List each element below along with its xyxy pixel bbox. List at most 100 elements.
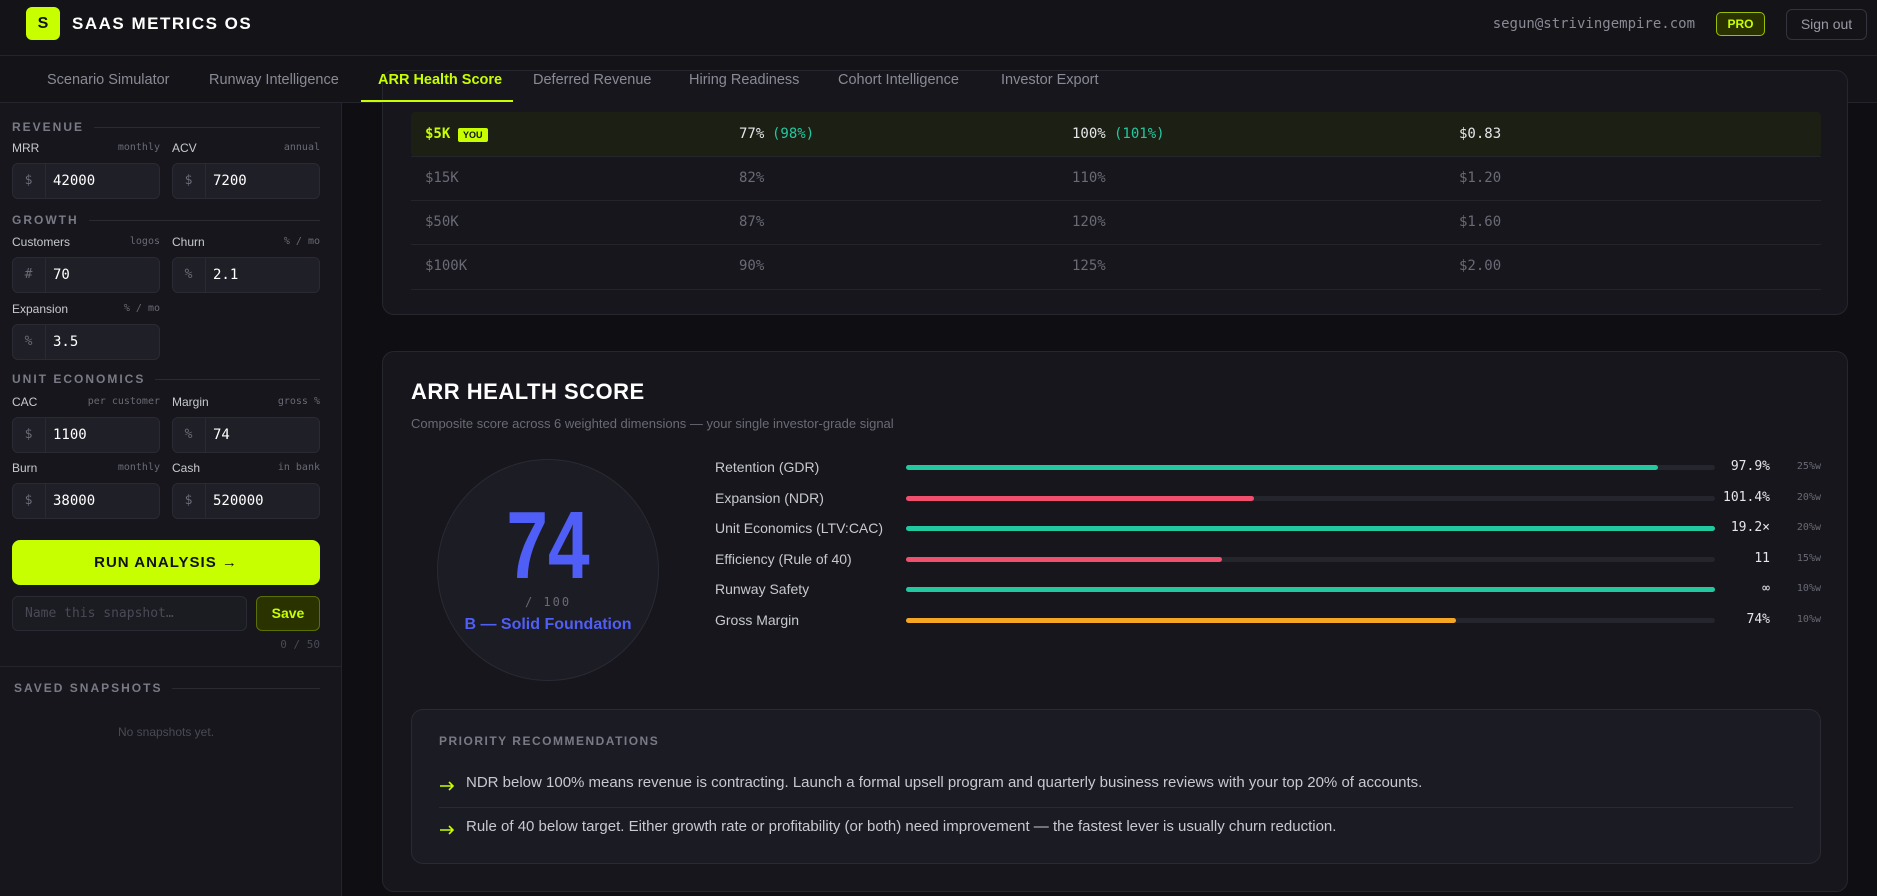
field-prefix: $	[172, 483, 206, 519]
nav-tab[interactable]: Scenario Simulator	[47, 72, 170, 88]
dimension-weight: 20%w	[1796, 522, 1821, 533]
ndr-you: (101%)	[1114, 126, 1165, 142]
dimension-bar	[906, 556, 1222, 562]
arrow	[440, 825, 455, 835]
dimension-value: 74%	[1746, 611, 1770, 627]
user-email: segun@strivingempire.com	[1492, 16, 1695, 32]
dimension-value: 11	[1754, 550, 1770, 566]
recommendation-text: Rule of 40 below target. Either growth r…	[466, 818, 1337, 835]
field-input[interactable]	[172, 257, 320, 293]
field-prefix: #	[12, 257, 46, 293]
dimension-weight: 25%w	[1796, 461, 1821, 472]
dimension-value: 97.9%	[1730, 459, 1770, 474]
dimension-weight: 15%w	[1796, 552, 1821, 564]
field-input[interactable]	[12, 417, 160, 453]
gdr-cell: 87%	[739, 214, 765, 230]
field-unit: monthly	[117, 142, 160, 153]
tier-cell: $50K	[425, 214, 459, 230]
sign-out-button[interactable]: Sign out	[1786, 9, 1867, 40]
dimension-name: Expansion (NDR)	[715, 489, 824, 506]
rec-divider	[439, 807, 1793, 808]
section-rule	[89, 220, 320, 221]
score-grade: B — Solid Foundation	[464, 616, 632, 633]
field-input[interactable]	[172, 417, 320, 453]
field-input[interactable]	[12, 257, 160, 293]
section-title: UNIT ECONOMICS	[12, 372, 146, 386]
section-title: GROWTH	[12, 213, 79, 227]
highlight-row	[411, 112, 1821, 157]
recommendations-box	[411, 709, 1821, 864]
active-tab-underline	[361, 100, 513, 102]
field-input[interactable]	[172, 483, 320, 519]
field-input[interactable]	[172, 163, 320, 199]
field-value: 7200	[213, 173, 247, 189]
dimension-value: 19.2×	[1730, 520, 1770, 535]
recommendation-text: NDR below 100% means revenue is contract…	[466, 774, 1423, 791]
dimension-bar	[906, 617, 1457, 623]
tier-cell: $100K	[425, 258, 468, 274]
nav-tab[interactable]: Cohort Intelligence	[838, 72, 959, 88]
field-label: Expansion	[12, 302, 69, 316]
dimension-name: Gross Margin	[715, 611, 800, 628]
nav-tab[interactable]: Hiring Readiness	[689, 72, 800, 88]
field-label: MRR	[12, 141, 40, 155]
field-unit: % / mo	[283, 236, 320, 247]
snapshot-input[interactable]: Name this snapshot…	[12, 596, 247, 631]
field-input[interactable]	[12, 324, 160, 360]
field-unit: monthly	[117, 462, 160, 473]
dimension-name: Unit Economics (LTV:CAC)	[715, 520, 884, 536]
saved-title: SAVED SNAPSHOTS	[14, 681, 163, 695]
field-unit: in bank	[277, 462, 320, 473]
bar-track	[906, 495, 1715, 501]
empty-state: No snapshots yet.	[117, 725, 215, 739]
section-rule	[155, 379, 320, 380]
field-label: Churn	[172, 235, 205, 249]
section-rule	[172, 688, 320, 689]
ratio-cell: $1.60	[1459, 214, 1502, 230]
field-value: 74	[213, 427, 230, 443]
nav-tab[interactable]: ARR Health Score	[378, 72, 503, 88]
dimension-bar	[906, 587, 1715, 592]
char-count: 0 / 50	[280, 638, 320, 651]
field-input[interactable]	[12, 483, 160, 519]
field-prefix: %	[172, 257, 206, 293]
field-label: ACV	[172, 141, 197, 155]
nav-tab[interactable]: Deferred Revenue	[533, 72, 652, 88]
dimension-bar	[906, 526, 1715, 531]
field-label: CAC	[12, 395, 38, 409]
ratio-cell: $2.00	[1459, 258, 1502, 274]
dimension-weight: 20%w	[1796, 491, 1821, 503]
save-button[interactable]: Save	[256, 596, 320, 631]
logo: S	[26, 7, 60, 40]
field-unit: % / mo	[123, 303, 160, 314]
field-unit: annual	[283, 142, 320, 153]
dimension-name: Runway Safety	[715, 581, 810, 597]
field-value: 38000	[53, 493, 96, 509]
field-prefix: $	[172, 163, 206, 199]
field-prefix: %	[12, 324, 46, 360]
field-input[interactable]	[12, 163, 160, 199]
you-badge: YOU	[458, 128, 488, 142]
run-analysis-button[interactable]: RUN ANALYSIS →	[12, 540, 320, 585]
field-prefix: $	[12, 163, 46, 199]
section-title: REVENUE	[12, 120, 85, 134]
tier-cell: $15K	[425, 170, 459, 186]
field-label: Burn	[12, 461, 38, 475]
ndr-cell: 110%	[1072, 170, 1106, 186]
nav-tab[interactable]: Investor Export	[1001, 72, 1099, 88]
dimension-weight: 10%w	[1796, 583, 1821, 594]
score-value: 74	[506, 492, 590, 599]
field-prefix: %	[172, 417, 206, 453]
field-unit: logos	[129, 236, 160, 247]
dimension-name: Efficiency (Rule of 40)	[715, 550, 852, 567]
card-title: ARR HEALTH SCORE	[411, 379, 645, 404]
row-divider	[411, 289, 1821, 290]
ratio-cell: $1.20	[1459, 170, 1502, 186]
field-label: Cash	[172, 461, 201, 475]
arrow	[440, 781, 455, 791]
ndr-cell: 100%	[1072, 126, 1106, 142]
dimension-name: Retention (GDR)	[715, 459, 820, 475]
dimension-bar	[906, 495, 1254, 501]
nav-tab[interactable]: Runway Intelligence	[209, 72, 339, 88]
field-value: 42000	[53, 173, 96, 189]
